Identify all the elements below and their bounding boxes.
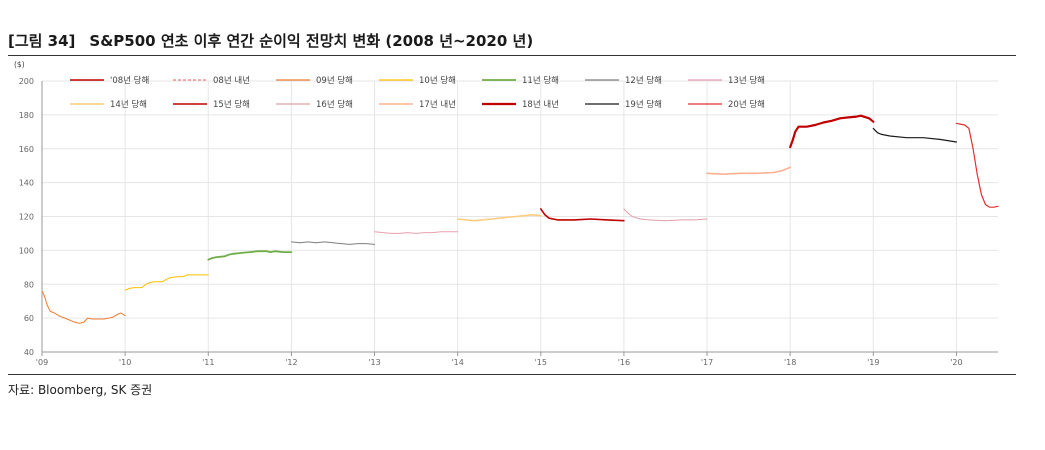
y-tick-label: 60 <box>24 314 34 323</box>
legend-label: 15년 당해 <box>213 100 250 110</box>
legend-item: 19년 당해 <box>585 96 688 112</box>
legend-swatch <box>482 102 516 106</box>
x-tick-label: '10 <box>119 358 131 367</box>
legend-item: 11년 당해 <box>482 72 585 88</box>
legend-swatch <box>276 103 310 105</box>
y-tick-label: 100 <box>19 246 34 255</box>
x-tick-label: '19 <box>867 358 879 367</box>
legend-label: 10년 당해 <box>419 76 456 86</box>
bottom-rule <box>8 374 1016 375</box>
legend-item: 17년 내년 <box>379 96 482 112</box>
x-tick-label: '18 <box>784 358 796 367</box>
legend-label: 11년 당해 <box>522 76 559 86</box>
legend-item: 09년 당해 <box>276 72 379 88</box>
legend-swatch <box>173 79 207 81</box>
y-unit-label: ($) <box>14 60 25 69</box>
x-tick-label: '09 <box>36 358 48 367</box>
legend-swatch <box>173 103 207 105</box>
legend-label: 20년 당해 <box>728 100 765 110</box>
series-line-7 <box>374 231 459 234</box>
legend-item: 15년 당해 <box>173 96 276 112</box>
y-tick-label: 40 <box>24 348 34 357</box>
x-tick-label: '15 <box>535 358 547 367</box>
legend-swatch <box>70 103 104 105</box>
figure-title: S&P500 연초 이후 연간 순이익 전망치 변화 (2008 년~2020 … <box>89 32 534 50</box>
series-line-10 <box>623 208 708 222</box>
figure-number: [그림 34] <box>8 32 76 50</box>
series-line-5 <box>207 250 293 261</box>
legend-item: 20년 당해 <box>688 96 791 112</box>
legend-swatch <box>482 79 516 81</box>
legend-item: 08년 내년 <box>173 72 276 88</box>
y-tick-label: 140 <box>19 179 34 188</box>
series-line-8 <box>456 214 542 222</box>
legend-label: 14년 당해 <box>110 100 147 110</box>
series-line-12 <box>789 114 875 149</box>
series-line-11 <box>706 166 791 175</box>
legend-label: 18년 내년 <box>522 100 559 110</box>
top-rule <box>8 55 1016 56</box>
x-tick-label: '13 <box>368 358 380 367</box>
legend-swatch <box>276 79 310 81</box>
legend-label: 09년 당해 <box>316 76 353 86</box>
legend-swatch <box>379 103 413 105</box>
x-tick-label: '14 <box>451 358 463 367</box>
legend-item: 16년 당해 <box>276 96 379 112</box>
x-tick-label: '12 <box>285 358 297 367</box>
legend-item: 13년 당해 <box>688 72 791 88</box>
legend-item: 14년 당해 <box>70 96 173 112</box>
legend-swatch <box>585 79 619 81</box>
legend-swatch <box>688 79 722 81</box>
legend-label: 08년 내년 <box>213 76 250 86</box>
legend-label: 12년 당해 <box>625 76 662 86</box>
series-line-4 <box>124 274 209 291</box>
legend-label: 17년 내년 <box>419 100 456 110</box>
x-tick-label: '16 <box>618 358 630 367</box>
legend-label: 16년 당해 <box>316 100 353 110</box>
y-tick-label: 80 <box>24 280 34 289</box>
source-note: 자료: Bloomberg, SK 증권 <box>8 383 153 397</box>
chart-legend: '08년 당해 08년 내년 09년 당해 10년 당해 11년 당해 12년 당해 13년… <box>70 72 970 112</box>
legend-swatch <box>688 103 722 105</box>
legend-item: '08년 당해 <box>70 72 173 88</box>
y-tick-label: 180 <box>19 111 34 120</box>
y-tick-label: 120 <box>19 213 34 222</box>
legend-label: '08년 당해 <box>110 76 150 86</box>
x-tick-label: '20 <box>950 358 962 367</box>
y-tick-label: 160 <box>19 145 34 154</box>
series-line-3 <box>41 290 126 324</box>
legend-item: 12년 당해 <box>585 72 688 88</box>
legend-label: 19년 당해 <box>625 100 662 110</box>
y-tick-label: 200 <box>19 77 34 86</box>
series-line-9 <box>540 208 625 222</box>
x-tick-label: '11 <box>202 358 214 367</box>
legend-swatch <box>70 79 104 81</box>
figure-caption: [그림 34] S&P500 연초 이후 연간 순이익 전망치 변화 (2008 … <box>8 30 533 51</box>
legend-swatch <box>379 79 413 81</box>
legend-label: 13년 당해 <box>728 76 765 86</box>
legend-swatch <box>585 103 619 105</box>
series-line-13 <box>872 127 957 143</box>
x-tick-label: '17 <box>701 358 713 367</box>
series-line-6 <box>290 241 375 245</box>
legend-item: 10년 당해 <box>379 72 482 88</box>
legend-item: 18년 내년 <box>482 96 585 112</box>
series-line-14 <box>955 122 999 208</box>
